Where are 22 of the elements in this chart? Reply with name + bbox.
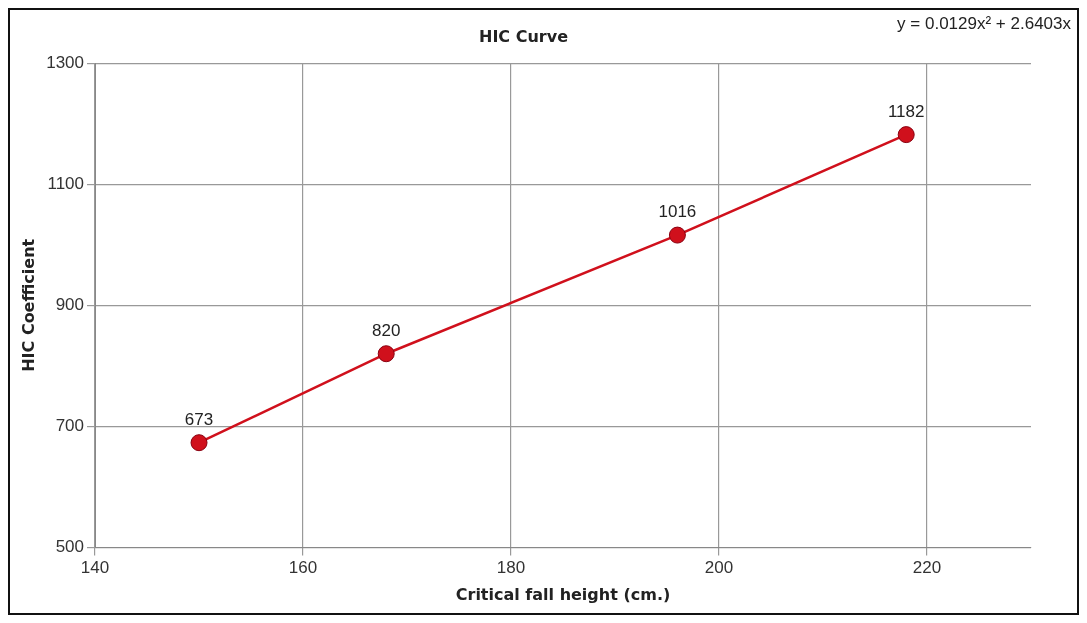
y-tick-label: 1300 [46,52,85,72]
x-tick-label: 220 [912,558,942,578]
data-label: 1016 [658,202,697,222]
data-label: 820 [372,320,401,340]
chart-title: HIC Curve [479,26,569,46]
x-tick-label: 200 [704,558,734,578]
y-tick-label: 1100 [47,173,85,193]
data-label: 673 [184,409,214,429]
point [190,434,208,452]
x-tick-label: 180 [496,558,526,578]
data-label: 1182 [887,101,925,121]
text: y = 0.0129x² + 2.6403x [897,14,1072,34]
y-tick-label: 900 [55,294,85,314]
y-tick-label: 500 [55,537,85,557]
point [897,126,915,144]
x-tick-label: 140 [80,558,110,578]
y-tick-label: 700 [55,416,85,436]
point [668,226,686,244]
point [377,345,395,363]
y-axis-title: HIC Coefficient [18,238,38,372]
x-tick-label: 160 [288,558,318,578]
x-axis-title: Critical fall height (cm.) [455,584,671,604]
